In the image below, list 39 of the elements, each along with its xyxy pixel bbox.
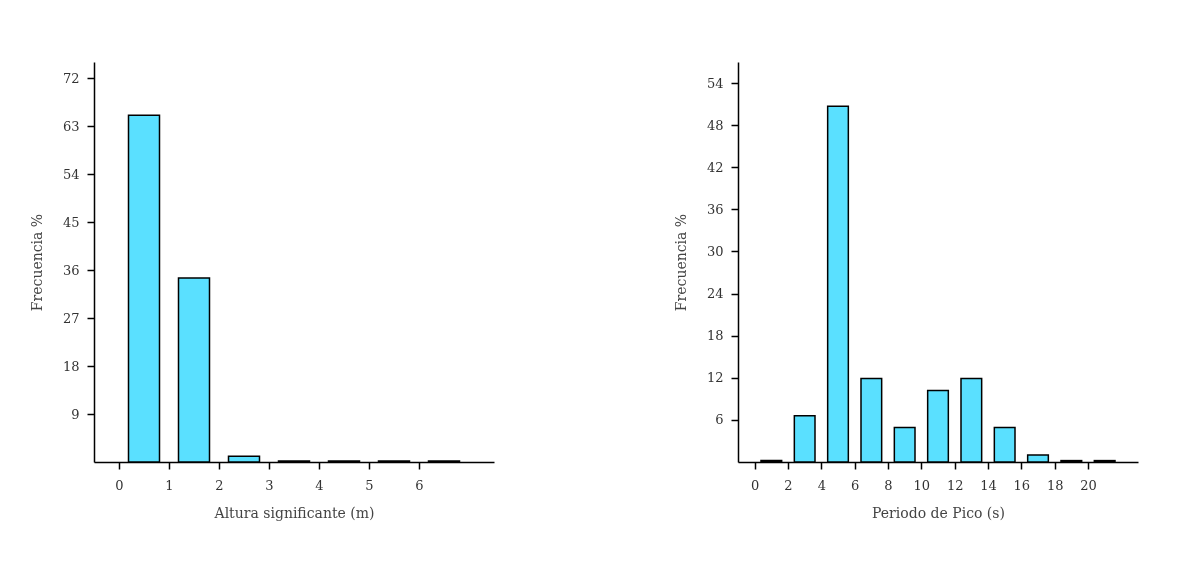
- x-tick-label: 0: [115, 477, 124, 493]
- y-tick-label: 36: [62, 262, 80, 278]
- x-tick-label: 4: [315, 477, 324, 493]
- x-tick-label: 5: [365, 477, 374, 493]
- x-tick-label: 4: [817, 477, 826, 493]
- x-tick-label: 2: [215, 477, 224, 493]
- y-tick-label: 45: [62, 214, 80, 230]
- x-tick-label: 1: [165, 477, 174, 493]
- x-axis-title: Altura significante (m): [213, 504, 375, 521]
- x-tick-label: 10: [913, 477, 931, 493]
- y-tick-label: 6: [715, 412, 724, 428]
- y-tick-label: 72: [62, 70, 80, 86]
- x-tick-label: 12: [946, 477, 964, 493]
- x-tick-label: 14: [980, 477, 997, 493]
- y-axis-title: Frecuencia %: [28, 213, 45, 312]
- x-tick-label: 18: [1046, 477, 1064, 493]
- x-tick-label: 6: [415, 477, 424, 493]
- y-tick-label: 42: [706, 159, 724, 175]
- y-tick-label: 12: [706, 370, 724, 386]
- y-tick-label: 18: [706, 328, 724, 344]
- x-tick-label: 3: [265, 477, 274, 493]
- x-tick-label: 6: [851, 477, 860, 493]
- y-tick-label: 30: [706, 243, 724, 259]
- y-tick-label: 24: [706, 286, 724, 302]
- x-tick-label: 20: [1080, 477, 1097, 493]
- y-tick-label: 9: [71, 406, 80, 422]
- x-tick-label: 16: [1013, 477, 1031, 493]
- y-tick-label: 36: [706, 201, 724, 217]
- y-tick-label: 54: [706, 75, 724, 91]
- y-tick-label: 48: [706, 117, 724, 133]
- y-tick-label: 63: [62, 118, 80, 134]
- x-tick-label: 0: [751, 477, 760, 493]
- x-axis-title: Periodo de Pico (s): [872, 504, 1005, 521]
- x-tick-label: 2: [784, 477, 793, 493]
- x-tick-label: 8: [884, 477, 893, 493]
- y-tick-label: 54: [62, 166, 80, 182]
- y-tick-label: 18: [62, 358, 80, 374]
- y-tick-label: 27: [62, 310, 80, 326]
- y-axis-title: Frecuencia %: [672, 213, 689, 312]
